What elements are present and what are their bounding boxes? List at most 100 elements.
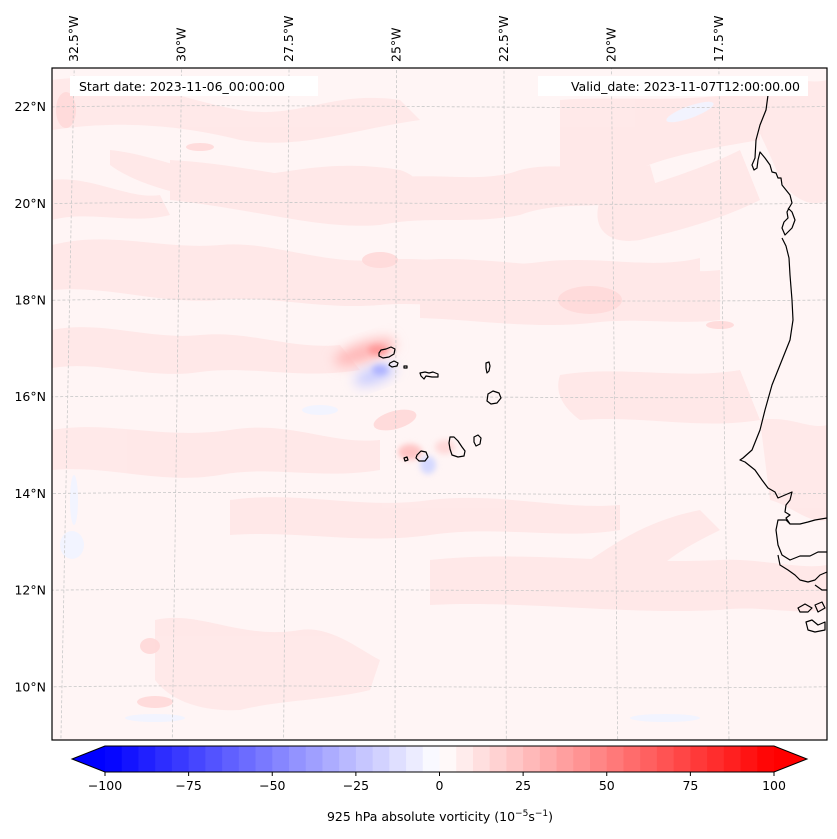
field-band: [740, 78, 827, 204]
colorbar-cell: [188, 746, 206, 772]
valid-date-label: Valid_date: 2023-11-07T12:00:00.00: [571, 79, 800, 94]
latitude-tick-labels: 22°N 20°N 18°N 16°N 14°N 12°N 10°N: [14, 99, 46, 694]
colorbar-cells: [105, 746, 775, 772]
field-patch-negative: [125, 714, 185, 722]
start-date-label: Start date: 2023-11-06_00:00:00: [79, 79, 285, 94]
colorbar-cell: [255, 746, 273, 772]
longitude-tick-labels: 32.5°W 30°W 27.5°W 25°W 22.5°W 20°W 17.5°W: [66, 16, 726, 62]
colorbar-cell: [523, 746, 541, 772]
island-boa-vista: [486, 390, 502, 405]
colorbar-cell: [305, 746, 324, 772]
valid-date-box: [538, 76, 808, 96]
latitude-tick-label: 18°N: [14, 293, 46, 308]
vorticity-field-patches: [56, 92, 734, 708]
vorticity-field: [52, 68, 827, 740]
colorbar-cell: [288, 746, 307, 772]
latitude-tick-label: 12°N: [14, 583, 46, 598]
field-patch-negative: [60, 531, 84, 559]
colorbar-cell: [406, 746, 424, 772]
colorbar-label-exp1: −5: [515, 809, 528, 819]
parallel-gridline: [52, 202, 827, 205]
field-band: [230, 497, 620, 539]
colorbar-cell: [556, 746, 574, 772]
colorbar-extend-min: [72, 746, 105, 772]
colorbar-label-main: 925 hPa absolute vorticity (10: [327, 809, 515, 824]
field-patch: [140, 638, 160, 654]
colorbar-cell: [439, 746, 457, 772]
field-patch: [706, 321, 734, 329]
colorbar-cell: [506, 746, 524, 772]
colorbar-cell: [472, 746, 491, 772]
vorticity-field-bands: [52, 77, 827, 711]
coastlines: [378, 94, 827, 633]
parallel-gridline: [52, 685, 827, 689]
parallel-gridline: [52, 105, 827, 108]
colorbar-cell: [623, 746, 641, 772]
start-date-box: [70, 76, 318, 96]
field-band: [170, 160, 660, 226]
colorbar-cell: [138, 746, 156, 772]
field-band: [590, 510, 720, 594]
colorbar-cell: [372, 746, 390, 772]
colorbar-tick-label: 25: [515, 778, 531, 793]
island-brava: [403, 456, 409, 462]
colorbar-label-mid: s: [528, 809, 535, 824]
field-band: [155, 617, 380, 711]
colorbar-cell: [673, 746, 691, 772]
field-band: [558, 370, 760, 424]
field-patch-negative: [302, 405, 338, 415]
field-patch: [186, 143, 214, 151]
colorbar-tick-label: 0: [436, 778, 444, 793]
field-patch: [558, 286, 622, 314]
colorbar-cell: [489, 746, 507, 772]
colorbar-cell: [640, 746, 658, 772]
colorbar-cell: [573, 746, 591, 772]
field-band: [52, 427, 380, 478]
longitude-tick-label: 32.5°W: [66, 16, 81, 62]
colorbar-cell: [707, 746, 725, 772]
colorbar-ticks: −100 −75 −50 −25 0 25 50 75 100: [88, 772, 786, 793]
field-patch-negative: [666, 101, 714, 123]
island-santiago: [448, 436, 466, 458]
map-frame: [51, 67, 828, 741]
longitude-tick-label: 25°W: [389, 27, 404, 62]
colorbar-extend-max: [774, 746, 807, 772]
colorbar-cell: [339, 746, 357, 772]
colorbar-cell: [539, 746, 558, 772]
colorbar-cell: [355, 746, 374, 772]
colorbar-cell: [606, 746, 625, 772]
latitude-tick-label: 14°N: [14, 486, 46, 501]
colorbar: −100 −75 −50 −25 0 25 50 75 100 925 hPa absolute…: [70, 745, 809, 824]
colorbar-cell: [121, 746, 140, 772]
colorbar-tick-label: 75: [682, 778, 698, 793]
island-sao-nicolau: [419, 371, 439, 380]
longitude-tick-label: 20°W: [603, 27, 618, 62]
positive-anomaly-santiago: [435, 440, 455, 454]
latitude-tick-label: 16°N: [14, 389, 46, 404]
colorbar-cell: [656, 746, 675, 772]
island-sal: [485, 361, 491, 374]
island-sao-vicente: [388, 360, 399, 368]
gridlines: [52, 68, 827, 740]
map-panel: Start date: 2023-11-06_00:00:00 Valid_da…: [14, 16, 828, 741]
longitude-tick-label: 27.5°W: [281, 16, 296, 62]
latitude-tick-label: 20°N: [14, 196, 46, 211]
positive-anomaly-core: [368, 345, 388, 355]
island-santa-luzia: [403, 365, 408, 369]
latitude-tick-label: 22°N: [14, 99, 46, 114]
field-patch: [56, 92, 76, 128]
colorbar-tick-label: 100: [762, 778, 786, 793]
field-patch: [373, 409, 417, 431]
field-patch: [137, 696, 173, 708]
colorbar-cell: [422, 746, 441, 772]
longitude-tick-label: 17.5°W: [711, 16, 726, 62]
field-patch-negative: [70, 475, 78, 525]
longitude-tick-label: 22.5°W: [496, 16, 511, 62]
field-patch-negative: [630, 714, 700, 722]
field-band: [560, 90, 760, 194]
colorbar-cell: [238, 746, 257, 772]
negative-anomaly-fogo: [420, 456, 436, 474]
colorbar-cell: [590, 746, 608, 772]
island-fogo: [415, 450, 429, 462]
